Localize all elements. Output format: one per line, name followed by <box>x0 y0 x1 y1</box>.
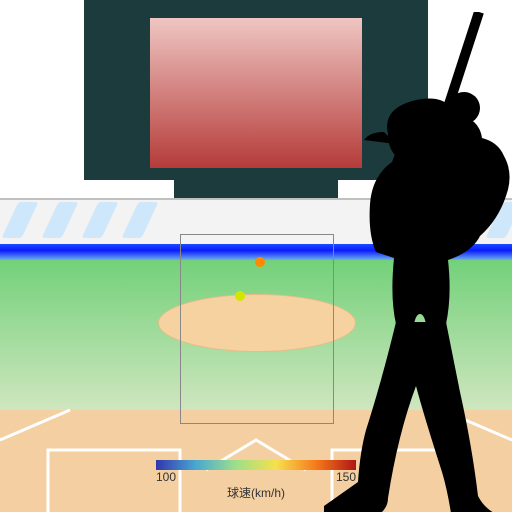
colorbar: 100 150 球速(km/h) <box>156 460 356 501</box>
pitch-chart-canvas: 100 150 球速(km/h) <box>0 0 512 512</box>
batter-silhouette <box>304 12 512 512</box>
pitch-marker <box>235 291 245 301</box>
colorbar-tick: 150 <box>336 470 356 484</box>
colorbar-ticks: 100 150 <box>156 470 356 484</box>
colorbar-label: 球速(km/h) <box>156 484 356 501</box>
colorbar-tick: 100 <box>156 470 176 484</box>
pitch-marker <box>255 257 265 267</box>
colorbar-gradient <box>156 460 356 470</box>
